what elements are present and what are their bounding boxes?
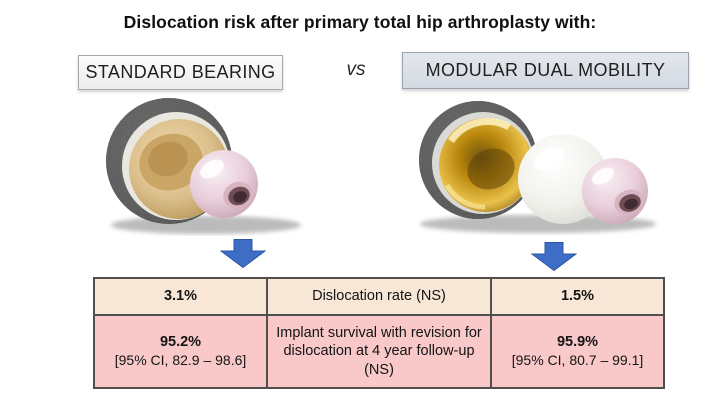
dual-mobility-dislocation-rate-value: 1.5% <box>560 288 595 305</box>
down-arrow-icon <box>531 242 577 271</box>
dual-mobility-dislocation-rate: 1.5% <box>490 277 665 316</box>
table-row-dislocation-rate: 3.1% Dislocation rate (NS) 1.5% <box>93 277 665 316</box>
modular-dual-mobility-label: MODULAR DUAL MOBILITY <box>402 52 689 89</box>
results-table: 3.1% Dislocation rate (NS) 1.5% 95.2% [9… <box>93 277 665 389</box>
dual-mobility-survival-value: 95.9% <box>556 334 599 351</box>
standard-dislocation-rate: 3.1% <box>93 277 268 316</box>
dual-mobility-implant-survival: 95.9% [95% CI, 80.7 – 99.1] <box>490 314 665 389</box>
standard-survival-value: 95.2% <box>159 334 202 351</box>
standard-bearing-label-text: STANDARD BEARING <box>85 62 276 82</box>
standard-survival-ci: [95% CI, 82.9 – 98.6] <box>114 351 247 368</box>
down-arrow-icon <box>220 239 266 268</box>
vs-label: vs <box>346 59 366 80</box>
standard-dislocation-rate-value: 3.1% <box>163 288 198 305</box>
table-row-implant-survival: 95.2% [95% CI, 82.9 – 98.6] Implant surv… <box>93 314 665 389</box>
page-title: Dislocation risk after primary total hip… <box>123 12 597 32</box>
standard-implant-survival: 95.2% [95% CI, 82.9 – 98.6] <box>93 314 268 389</box>
modular-dual-mobility-implant-image <box>419 101 656 233</box>
standard-bearing-label: STANDARD BEARING <box>78 55 283 90</box>
dislocation-rate-metric-label: Dislocation rate (NS) <box>266 277 492 316</box>
modular-dual-mobility-label-text: MODULAR DUAL MOBILITY <box>425 60 666 80</box>
dual-mobility-survival-ci: [95% CI, 80.7 – 99.1] <box>511 351 644 368</box>
standard-bearing-implant-image <box>106 98 301 234</box>
implant-survival-metric-label: Implant survival with revision for dislo… <box>266 314 492 389</box>
